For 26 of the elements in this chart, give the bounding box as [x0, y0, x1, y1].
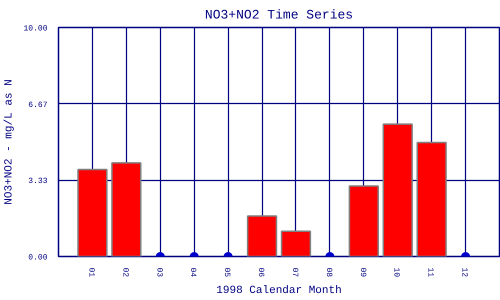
- y-tick-label: 3.33: [28, 177, 48, 186]
- bar: [416, 142, 447, 256]
- x-tick-label: 06: [256, 268, 266, 278]
- bar: [111, 162, 142, 256]
- x-tick-label: 05: [222, 268, 232, 278]
- x-tick-label: 08: [324, 268, 333, 278]
- x-tick-label: 12: [460, 268, 469, 278]
- bar: [246, 215, 278, 256]
- x-axis-title: 1998 Calendar Month: [216, 285, 342, 298]
- y-axis-title: NO3+NO2 - mg/L as N: [3, 79, 16, 205]
- y-tick-label: 10.00: [23, 24, 48, 34]
- x-tick-label: 02: [120, 268, 130, 278]
- x-tick-label: 11: [426, 268, 435, 278]
- bar: [348, 185, 379, 256]
- x-tick-label: 04: [188, 268, 198, 278]
- bar: [77, 168, 108, 256]
- y-tick-label: 6.67: [28, 100, 48, 110]
- bar: [382, 123, 413, 256]
- x-tick-label: 10: [392, 268, 401, 278]
- x-tick-label: 07: [290, 268, 299, 278]
- y-tick-label: 0.00: [28, 254, 48, 262]
- x-tick-label: 09: [358, 268, 367, 278]
- x-tick-label: 01: [86, 268, 96, 278]
- chart-title: NO3+NO2 Time Series: [204, 8, 354, 22]
- bar: [280, 230, 312, 256]
- x-tick-label: 03: [154, 268, 164, 278]
